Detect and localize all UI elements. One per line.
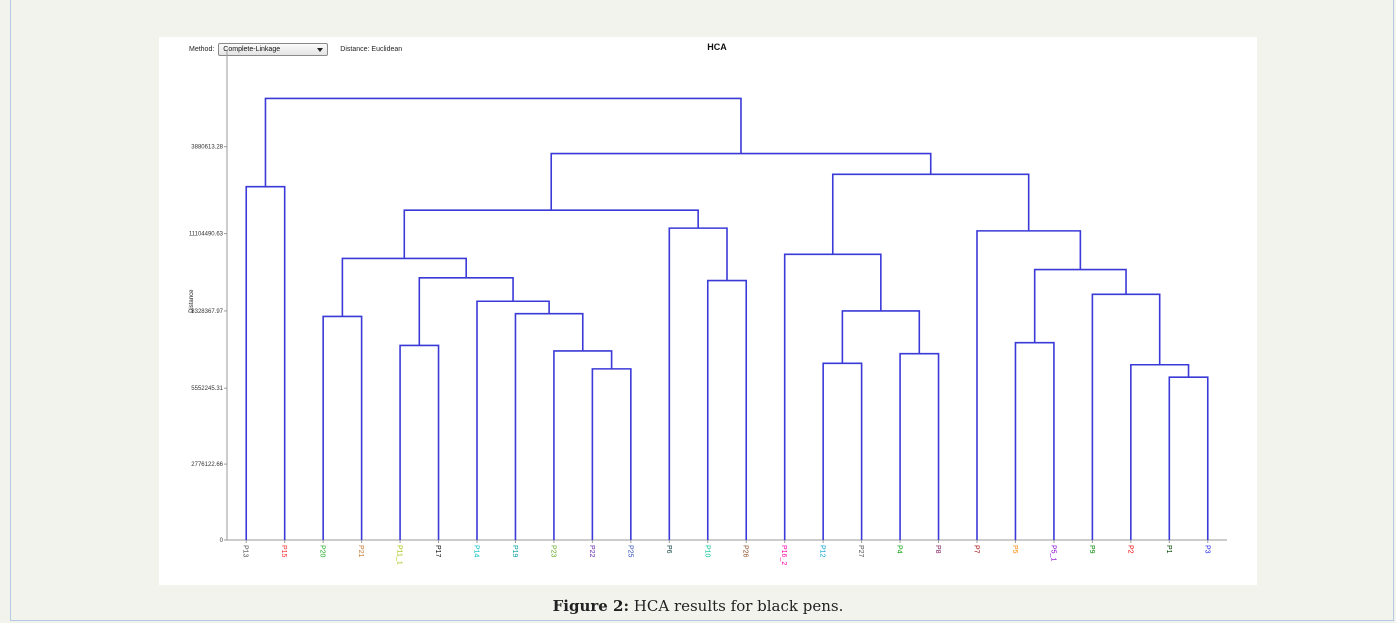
dendrogram-link-G bbox=[476, 300, 550, 540]
dendrogram-link-I bbox=[341, 257, 467, 317]
figure-caption-prefix: Figure 2: bbox=[552, 597, 629, 615]
y-tick-label-1: 2776122.66 bbox=[191, 462, 223, 468]
dendrogram-link-Z bbox=[264, 97, 742, 187]
leaf-label-P5: P5 bbox=[1011, 545, 1018, 554]
dendrogram-link-Y bbox=[550, 152, 932, 211]
y-tick-label-2: 5552245.31 bbox=[191, 386, 223, 392]
dendrogram-link-T bbox=[1130, 363, 1190, 540]
dendrogram-link-Q bbox=[783, 253, 882, 540]
leaf-label-P21: P21 bbox=[357, 545, 364, 558]
dendrogram-link-U bbox=[1091, 293, 1161, 540]
dendrogram-link-M bbox=[403, 209, 699, 259]
dendrogram-chart: 0 2776122.66 5552245.31 8328367.97 11104490.… bbox=[189, 51, 1227, 565]
dendrogram-link-F bbox=[514, 312, 584, 540]
leaf-label-P23: P23 bbox=[549, 545, 556, 558]
hca-toolbar: Method: Complete-Linkage Distance: Eucli… bbox=[189, 41, 402, 57]
y-tick-label-3: 8328367.97 bbox=[191, 309, 223, 315]
leaf-label-P20: P20 bbox=[319, 545, 326, 558]
leaf-label-P1: P1 bbox=[1165, 545, 1172, 554]
dendrogram-link-W bbox=[976, 230, 1082, 540]
y-tick-label-4: 11104490.63 bbox=[189, 232, 224, 238]
leaf-label-P25: P25 bbox=[626, 545, 633, 558]
dendrogram-link-D bbox=[591, 368, 632, 540]
leaf-label-P3: P3 bbox=[1203, 545, 1210, 554]
dendrogram-link-B bbox=[322, 315, 363, 540]
figure-caption: Figure 2: HCA results for black pens. bbox=[0, 597, 1396, 615]
dendrogram-link-R bbox=[1014, 341, 1055, 540]
leaf-label-P5_1: P5_1 bbox=[1049, 545, 1056, 561]
dendrogram-link-K bbox=[668, 227, 728, 540]
dendrogram-link-A bbox=[245, 185, 286, 540]
leaf-label-P27: P27 bbox=[857, 545, 864, 558]
chart-title: HCA bbox=[707, 42, 727, 52]
leaf-label-P15: P15 bbox=[280, 545, 287, 558]
leaf-label-P12: P12 bbox=[819, 545, 826, 558]
leaf-label-P16_2: P16_2 bbox=[780, 545, 787, 565]
dendrogram-link-C bbox=[399, 344, 440, 540]
method-label: Method: bbox=[189, 45, 215, 53]
y-tick-label-5: 3880613.28 bbox=[191, 145, 223, 151]
dendrogram-link-H bbox=[418, 277, 514, 346]
leaf-label-P26: P26 bbox=[742, 545, 749, 558]
leaf-label-P17: P17 bbox=[434, 545, 441, 558]
method-select-value: Complete-Linkage bbox=[223, 45, 281, 53]
leaf-label-P2: P2 bbox=[1126, 545, 1133, 554]
leaf-label-P13: P13 bbox=[242, 545, 249, 558]
leaf-label-P14: P14 bbox=[473, 545, 480, 558]
dendrogram-link-N bbox=[822, 362, 863, 540]
distance-label: Distance: Euclidean bbox=[340, 45, 403, 53]
method-select[interactable]: Complete-Linkage bbox=[218, 42, 329, 56]
leaf-label-P7: P7 bbox=[973, 545, 980, 554]
leaf-label-P22: P22 bbox=[588, 545, 595, 558]
dendrogram-link-X bbox=[831, 173, 1030, 255]
leaf-label-P19: P19 bbox=[511, 545, 518, 558]
dendrogram-link-S bbox=[1168, 376, 1209, 540]
dendrogram-link-P bbox=[841, 310, 921, 364]
dendrogram-link-V bbox=[1033, 268, 1127, 343]
y-axis-label: Distance bbox=[189, 289, 195, 313]
chevron-down-icon[interactable] bbox=[317, 47, 324, 52]
dendrogram-link-J bbox=[706, 279, 748, 540]
hca-panel: Method: Complete-Linkage Distance: Eucli… bbox=[159, 37, 1257, 585]
leaf-label-P6: P6 bbox=[665, 545, 672, 554]
figure-caption-text: HCA results for black pens. bbox=[633, 597, 844, 615]
leaf-label-P10: P10 bbox=[703, 545, 710, 558]
leaf-label-P11_1: P11_1 bbox=[396, 545, 403, 565]
leaf-label-P8: P8 bbox=[934, 545, 941, 554]
leaf-label-P4: P4 bbox=[896, 545, 903, 554]
y-tick-label-0: 0 bbox=[220, 538, 224, 544]
dendrogram-link-E bbox=[553, 350, 613, 540]
dendrogram-link-O bbox=[899, 352, 940, 540]
leaf-label-P9: P9 bbox=[1088, 545, 1095, 554]
